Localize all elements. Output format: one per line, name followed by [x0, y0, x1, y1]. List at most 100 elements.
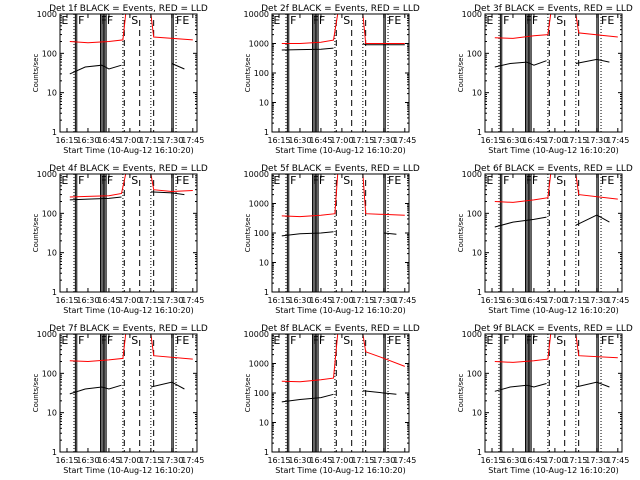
marker-letter: S: [343, 174, 350, 187]
x-tick-label: 17:15: [139, 296, 162, 305]
series-events-line: [150, 381, 185, 390]
marker-letter: FF: [526, 334, 539, 347]
x-tick-label: 17:45: [393, 456, 416, 465]
y-tick-label: 1: [264, 128, 269, 137]
panel-title: Det 6f BLACK = Events, RED = LLD: [474, 164, 633, 174]
x-tick-label: 17:15: [564, 296, 587, 305]
y-tick-label: 1: [477, 448, 482, 457]
x-tick-label: 16:45: [522, 136, 545, 145]
marker-letter: FE: [601, 14, 614, 27]
series-lld-line: [281, 13, 405, 44]
detector-panel-1: E F FF S FE110100100016:1516:3016:4517:0017:…: [32, 4, 208, 155]
panel-title: Det 7f BLACK = Events, RED = LLD: [49, 324, 208, 334]
x-tick-label: 17:30: [160, 136, 183, 145]
y-axis-label: Counts/sec: [244, 214, 252, 253]
marker-letter: FE: [388, 174, 401, 187]
y-tick-label: 1000: [249, 40, 269, 49]
panel-title: Det 5f BLACK = Events, RED = LLD: [261, 164, 420, 174]
y-axis-label: Counts/sec: [457, 214, 465, 253]
x-tick-label: 16:45: [522, 456, 545, 465]
y-tick-label: 10: [472, 409, 482, 418]
y-tick-label: 100: [467, 209, 482, 218]
y-tick-label: 100: [42, 209, 57, 218]
x-tick-label: 16:30: [76, 296, 99, 305]
panel-title: Det 4f BLACK = Events, RED = LLD: [49, 164, 208, 174]
series-events-line: [362, 43, 405, 46]
y-tick-label: 1000: [37, 10, 57, 19]
marker-letter: FF: [313, 14, 326, 27]
x-tick-label: 17:00: [330, 456, 353, 465]
x-tick-label: 17:15: [564, 136, 587, 145]
series-events-line: [575, 381, 610, 388]
marker-letter: FF: [313, 174, 326, 187]
marker-letter: FE: [601, 334, 614, 347]
series-lld-line: [494, 173, 618, 203]
y-tick-label: 10000: [244, 10, 269, 19]
x-axis-label: Start Time (10-Aug-12 16:10:20): [275, 306, 406, 315]
x-tick-label: 16:15: [267, 136, 290, 145]
plot-frame: [59, 13, 198, 133]
plot-frame: [484, 173, 623, 293]
detector-panel-8: E F FF S FE11010010001000016:1516:3016:4517:…: [244, 324, 420, 475]
series-events-line: [69, 196, 122, 201]
marker-letter: E: [486, 14, 493, 27]
x-tick-label: 17:45: [181, 136, 204, 145]
marker-letter: E: [486, 174, 493, 187]
marker-letter: F: [503, 14, 509, 27]
marker-letter: FE: [176, 14, 189, 27]
x-tick-label: 16:45: [97, 456, 120, 465]
marker-letter: F: [78, 334, 84, 347]
x-tick-label: 17:45: [181, 296, 204, 305]
x-tick-label: 16:30: [76, 456, 99, 465]
marker-letter: FE: [388, 14, 401, 27]
x-tick-label: 17:15: [351, 296, 374, 305]
marker-letter: FE: [388, 334, 401, 347]
y-tick-label: 100: [42, 49, 57, 58]
plot-frame: [484, 13, 623, 133]
y-tick-label: 1: [477, 288, 482, 297]
y-tick-label: 1: [52, 288, 57, 297]
x-tick-label: 16:30: [501, 456, 524, 465]
marker-letter: FF: [313, 334, 326, 347]
x-tick-label: 17:15: [139, 136, 162, 145]
series-events-line: [575, 58, 610, 64]
y-tick-label: 100: [254, 69, 269, 78]
x-tick-label: 17:30: [372, 456, 395, 465]
y-tick-label: 1: [52, 128, 57, 137]
series-events-line: [281, 47, 334, 51]
x-tick-label: 16:15: [480, 456, 503, 465]
x-tick-label: 17:30: [585, 456, 608, 465]
marker-letter: FF: [101, 334, 114, 347]
y-axis-label: Counts/sec: [457, 374, 465, 413]
x-axis-label: Start Time (10-Aug-12 16:10:20): [275, 146, 406, 155]
marker-letter: E: [61, 174, 68, 187]
marker-letter: FF: [101, 174, 114, 187]
x-tick-label: 16:30: [288, 136, 311, 145]
y-tick-label: 10: [47, 409, 57, 418]
marker-letter: FF: [526, 174, 539, 187]
y-tick-label: 1: [52, 448, 57, 457]
marker-letter: F: [290, 334, 296, 347]
series-events-line: [69, 384, 122, 395]
plot-frame: [271, 13, 410, 133]
x-tick-label: 17:15: [139, 456, 162, 465]
y-tick-label: 10000: [244, 170, 269, 179]
series-lld-line: [494, 13, 618, 39]
x-axis-label: Start Time (10-Aug-12 16:10:20): [488, 146, 619, 155]
series-events-line: [383, 232, 397, 235]
x-tick-label: 17:15: [564, 456, 587, 465]
series-events-line: [150, 191, 185, 196]
series-events-line: [494, 60, 547, 68]
marker-letter: E: [61, 14, 68, 27]
marker-letter: FE: [601, 174, 614, 187]
y-tick-label: 100: [467, 369, 482, 378]
series-events-line: [494, 216, 547, 228]
x-tick-label: 16:15: [480, 136, 503, 145]
x-tick-label: 17:45: [393, 296, 416, 305]
marker-letter: S: [131, 174, 138, 187]
series-events-line: [171, 63, 185, 70]
y-tick-label: 100: [254, 389, 269, 398]
x-tick-label: 17:45: [393, 136, 416, 145]
panel-title: Det 2f BLACK = Events, RED = LLD: [261, 4, 420, 14]
series-events-line: [281, 393, 334, 403]
